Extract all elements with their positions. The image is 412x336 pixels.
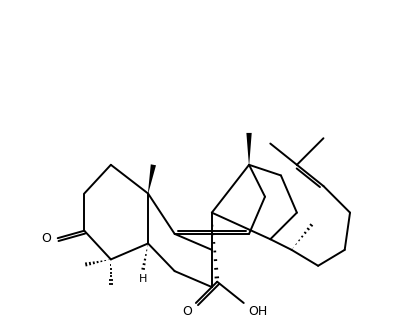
Polygon shape: [246, 133, 252, 165]
Polygon shape: [148, 164, 156, 194]
Text: OH: OH: [248, 305, 267, 318]
Text: O: O: [42, 232, 52, 245]
Text: O: O: [182, 305, 192, 318]
Text: H: H: [138, 274, 147, 284]
